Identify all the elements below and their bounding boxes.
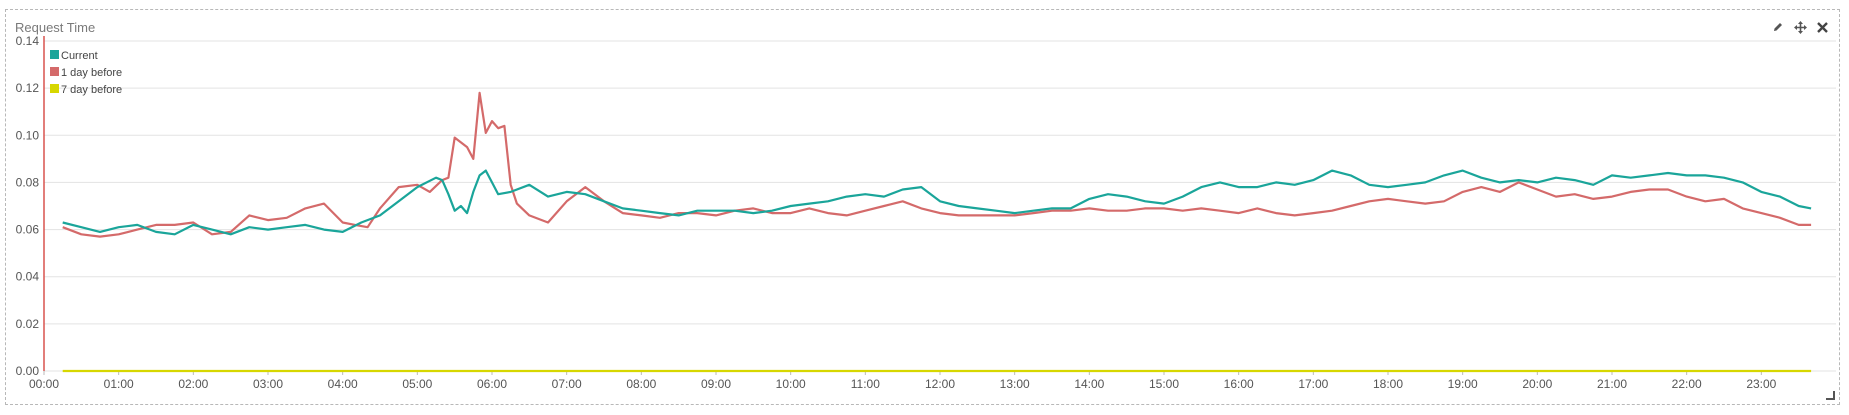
x-tick-label: 09:00 [701, 377, 731, 391]
x-tick-label: 02:00 [178, 377, 208, 391]
y-tick-label: 0.10 [16, 128, 40, 142]
legend-label[interactable]: 1 day before [61, 67, 122, 79]
y-tick-label: 0.00 [16, 364, 40, 378]
x-axis: 00:00 01:00 02:00 03:00 04:00 05:00 06:00 07:00… [29, 371, 1777, 391]
pencil-icon[interactable] [1771, 20, 1785, 34]
x-tick-label: 11:00 [851, 377, 880, 391]
chart-panel: Request Time [5, 9, 1840, 405]
x-tick-label: 05:00 [402, 377, 432, 391]
x-tick-label: 13:00 [1000, 377, 1030, 391]
x-tick-label: 12:00 [925, 377, 955, 391]
x-tick-label: 15:00 [1149, 377, 1179, 391]
x-tick-label: 23:00 [1746, 377, 1776, 391]
x-tick-label: 08:00 [626, 377, 656, 391]
x-tick-label: 17:00 [1298, 377, 1328, 391]
resize-handle[interactable] [1826, 391, 1835, 400]
y-tick-label: 0.12 [16, 81, 40, 95]
y-tick-label: 0.14 [16, 34, 40, 48]
legend-swatch [50, 84, 59, 93]
series-lines [62, 91, 1812, 373]
x-tick-label: 20:00 [1522, 377, 1552, 391]
x-tick-label: 10:00 [776, 377, 806, 391]
y-tick-label: 0.02 [16, 317, 40, 331]
x-tick-label: 04:00 [328, 377, 358, 391]
legend-swatch [50, 50, 59, 59]
legend-swatch [50, 67, 59, 76]
x-tick-label: 07:00 [552, 377, 582, 391]
x-tick-label: 22:00 [1672, 377, 1702, 391]
legend-label[interactable]: Current [61, 50, 98, 62]
x-tick-label: 06:00 [477, 377, 507, 391]
panel-toolbar [1771, 20, 1829, 34]
x-tick-label: 21:00 [1597, 377, 1627, 391]
series-line-1-day-before [62, 91, 1812, 238]
y-tick-label: 0.06 [16, 223, 40, 237]
y-tick-label: 0.08 [16, 175, 40, 189]
x-tick-label: 01:00 [104, 377, 134, 391]
x-tick-label: 00:00 [29, 377, 59, 391]
x-tick-label: 16:00 [1224, 377, 1254, 391]
legend-label[interactable]: 7 day before [61, 84, 122, 96]
series-line-current [62, 169, 1812, 236]
close-icon[interactable] [1815, 20, 1829, 34]
legend: Current 1 day before 7 day before [50, 50, 122, 96]
x-tick-label: 19:00 [1448, 377, 1478, 391]
move-icon[interactable] [1793, 20, 1807, 34]
y-tick-label: 0.04 [16, 270, 40, 284]
y-axis: 0.00 0.02 0.04 0.06 0.08 0.10 0.12 0.14 [16, 34, 40, 378]
x-tick-label: 18:00 [1373, 377, 1403, 391]
x-tick-label: 03:00 [253, 377, 283, 391]
panel-title: Request Time [15, 20, 96, 35]
x-tick-label: 14:00 [1074, 377, 1104, 391]
